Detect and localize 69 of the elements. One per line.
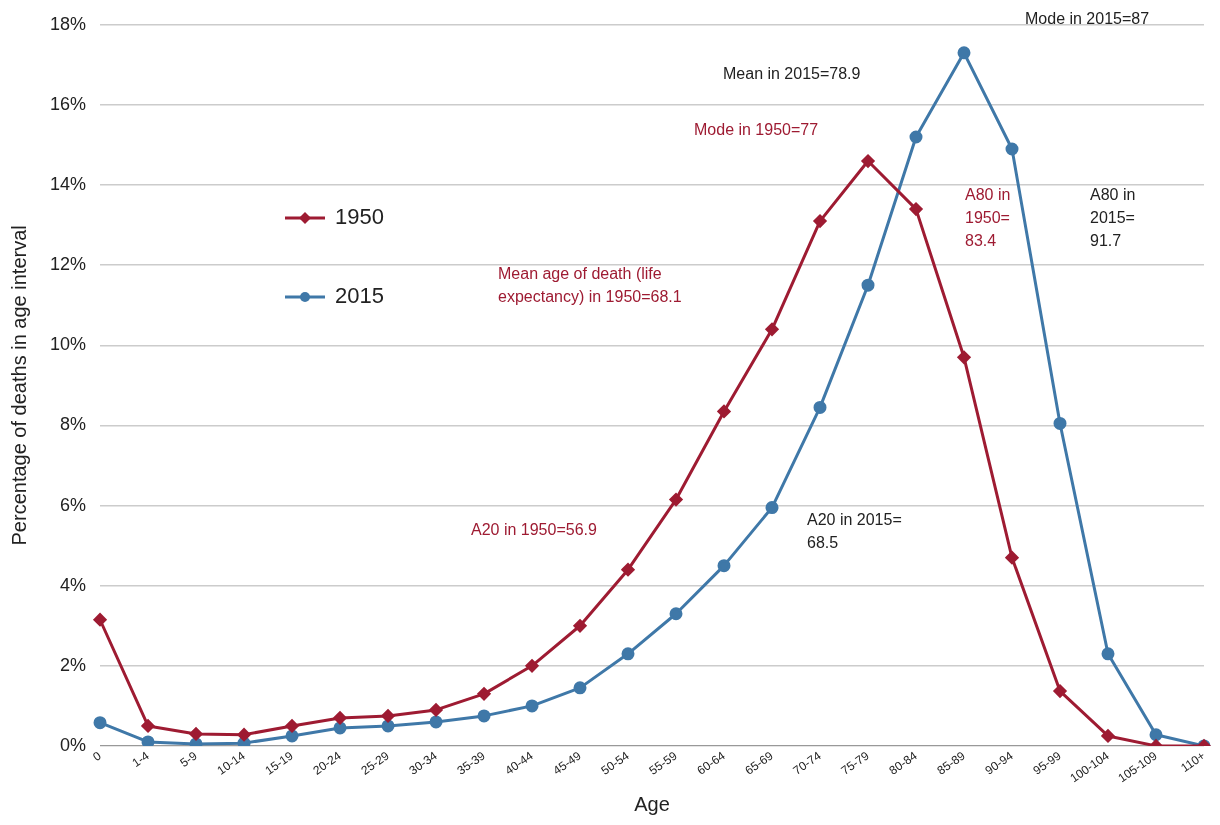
y-tick-label: 14% xyxy=(50,174,87,195)
point xyxy=(285,719,299,733)
point xyxy=(93,716,107,730)
point xyxy=(1101,729,1115,743)
point xyxy=(765,322,779,336)
point xyxy=(1053,416,1067,430)
y-tick-label: 6% xyxy=(60,494,87,515)
point xyxy=(333,721,347,735)
x-axis-title: Age xyxy=(634,792,670,815)
y-tick-label: 10% xyxy=(50,334,87,355)
point xyxy=(909,130,923,144)
point xyxy=(1005,142,1019,156)
point xyxy=(93,613,107,627)
x-tick-label: 110+ xyxy=(1178,748,1208,775)
point xyxy=(477,687,491,701)
point xyxy=(717,404,731,418)
annotation: A80 in 2015= 91.7 xyxy=(1090,186,1136,250)
annotation: Mode in 1950=77 xyxy=(694,121,819,139)
y-tick-label: 8% xyxy=(60,414,87,435)
y-tick-label: 0% xyxy=(60,734,87,755)
point xyxy=(669,493,683,507)
point xyxy=(573,619,587,633)
point xyxy=(525,699,539,713)
point xyxy=(1149,728,1163,742)
y-tick-label: 12% xyxy=(50,254,87,275)
legend-label: 2015 xyxy=(335,283,384,309)
point xyxy=(141,735,155,746)
point xyxy=(429,715,443,729)
point xyxy=(861,154,875,168)
annotation: A20 in 2015= 68.5 xyxy=(807,511,902,552)
point xyxy=(813,214,827,228)
point xyxy=(381,719,395,733)
point xyxy=(237,728,251,742)
point xyxy=(813,400,827,414)
point xyxy=(1005,551,1019,565)
point xyxy=(429,703,443,717)
point xyxy=(189,727,203,741)
point xyxy=(381,709,395,723)
y-tick-label: 4% xyxy=(60,574,87,595)
point xyxy=(717,559,731,573)
y-tick-label: 18% xyxy=(50,13,87,34)
point xyxy=(333,711,347,725)
annotation: Mean age of death (life expectancy) in 1950=68.1 xyxy=(498,265,682,306)
point xyxy=(285,729,299,743)
point xyxy=(957,46,971,60)
point xyxy=(909,202,923,216)
point xyxy=(861,278,875,292)
point xyxy=(573,681,587,695)
x-tick-label: 0 xyxy=(90,748,104,764)
point xyxy=(141,719,155,733)
point xyxy=(525,659,539,673)
point xyxy=(669,607,683,621)
point xyxy=(957,350,971,364)
y-axis-title: Percentage of deaths in age interval xyxy=(7,225,30,546)
point xyxy=(1101,647,1115,661)
y-tick-label: 2% xyxy=(60,654,87,675)
x-tick-label: 5-9 xyxy=(177,748,200,770)
point xyxy=(621,647,635,661)
annotation: Mean in 2015=78.9 xyxy=(723,65,861,83)
annotation: Mode in 2015=87 xyxy=(1025,10,1150,28)
point xyxy=(765,501,779,515)
annotation: A20 in 1950=56.9 xyxy=(471,521,597,539)
legend-label: 1950 xyxy=(335,204,384,230)
point xyxy=(621,563,635,577)
point xyxy=(1053,684,1067,698)
point xyxy=(477,709,491,723)
annotation: A80 in 1950= 83.4 xyxy=(965,186,1011,250)
x-tick-label: 1-4 xyxy=(129,748,152,770)
y-tick-label: 16% xyxy=(50,93,87,114)
